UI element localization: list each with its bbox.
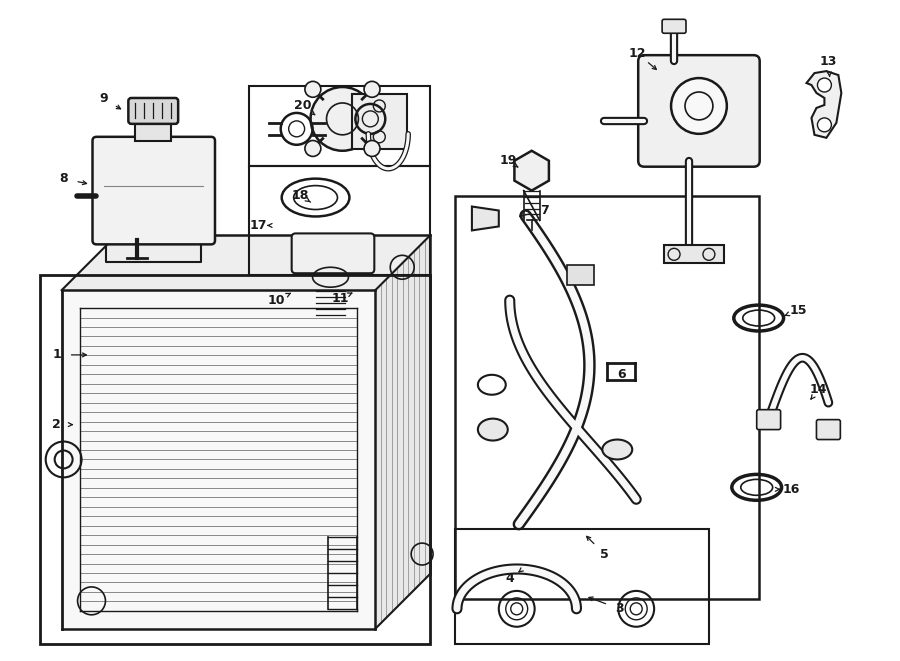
- Text: 4: 4: [506, 572, 514, 586]
- Text: 19: 19: [500, 154, 517, 167]
- Bar: [566, 265, 594, 285]
- Text: 12: 12: [628, 47, 646, 59]
- Circle shape: [817, 78, 832, 92]
- Bar: [455, 196, 759, 599]
- Text: 8: 8: [59, 172, 68, 185]
- Text: 11: 11: [332, 292, 349, 305]
- Text: 20: 20: [294, 99, 311, 112]
- Circle shape: [305, 141, 320, 157]
- FancyBboxPatch shape: [292, 233, 374, 273]
- Bar: [248, 86, 430, 166]
- Ellipse shape: [478, 418, 508, 440]
- Text: 3: 3: [615, 602, 624, 615]
- Circle shape: [817, 118, 832, 132]
- FancyBboxPatch shape: [93, 137, 215, 245]
- Circle shape: [364, 81, 380, 97]
- Circle shape: [305, 81, 320, 97]
- Bar: [40, 275, 430, 644]
- Text: 16: 16: [783, 483, 800, 496]
- Text: 2: 2: [52, 418, 61, 431]
- Bar: [353, 94, 407, 149]
- Circle shape: [671, 78, 727, 134]
- Text: 17: 17: [250, 219, 267, 232]
- Text: 6: 6: [617, 368, 626, 381]
- Text: 15: 15: [790, 303, 807, 317]
- Polygon shape: [515, 151, 549, 190]
- Bar: [248, 166, 430, 275]
- Polygon shape: [472, 206, 499, 231]
- Text: 13: 13: [820, 55, 837, 67]
- FancyBboxPatch shape: [757, 410, 780, 430]
- Text: 14: 14: [810, 383, 827, 396]
- FancyBboxPatch shape: [662, 19, 686, 33]
- FancyBboxPatch shape: [816, 420, 841, 440]
- Ellipse shape: [602, 440, 632, 459]
- Text: 10: 10: [268, 293, 285, 307]
- Polygon shape: [375, 235, 430, 629]
- Text: 18: 18: [292, 189, 310, 202]
- FancyBboxPatch shape: [129, 98, 178, 124]
- Text: 9: 9: [99, 93, 108, 106]
- Bar: [455, 529, 709, 644]
- FancyBboxPatch shape: [638, 55, 760, 167]
- Polygon shape: [806, 71, 842, 137]
- Polygon shape: [61, 235, 430, 290]
- Circle shape: [364, 141, 380, 157]
- Text: 5: 5: [600, 547, 608, 561]
- Bar: [664, 245, 724, 263]
- Text: 1: 1: [52, 348, 61, 362]
- Polygon shape: [61, 290, 375, 629]
- Circle shape: [310, 87, 374, 151]
- Bar: [135, 119, 171, 141]
- Text: 7: 7: [540, 204, 549, 217]
